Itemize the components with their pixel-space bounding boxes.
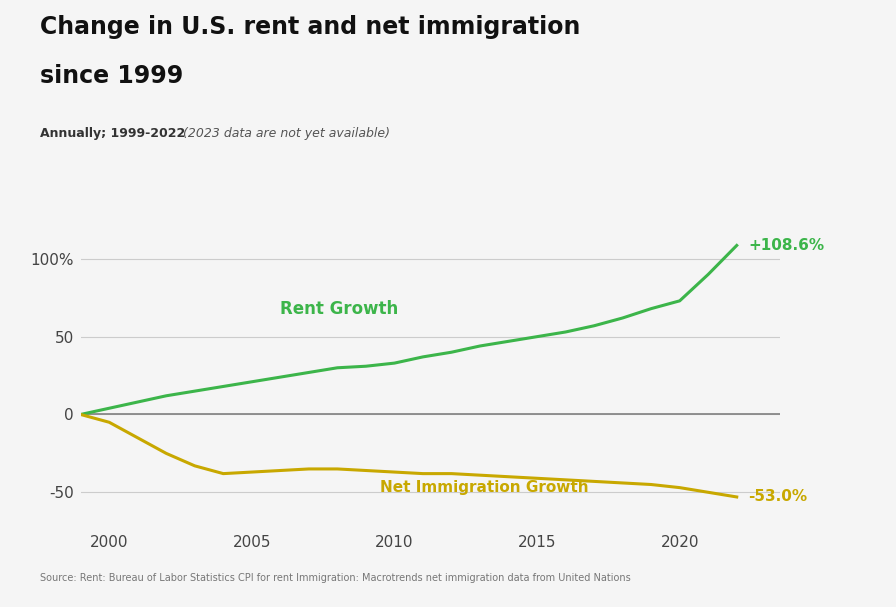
Text: since 1999: since 1999	[40, 64, 184, 88]
Text: Rent Growth: Rent Growth	[280, 300, 399, 318]
Text: Source: Rent: Bureau of Labor Statistics CPI for rent Immigration: Macrotrends n: Source: Rent: Bureau of Labor Statistics…	[40, 573, 631, 583]
Text: +108.6%: +108.6%	[748, 238, 824, 253]
Text: Annually; 1999-2022: Annually; 1999-2022	[40, 127, 185, 140]
Text: Net Immigration Growth: Net Immigration Growth	[380, 480, 589, 495]
Text: (2023 data are not yet available): (2023 data are not yet available)	[179, 127, 390, 140]
Text: -53.0%: -53.0%	[748, 489, 807, 504]
Text: Change in U.S. rent and net immigration: Change in U.S. rent and net immigration	[40, 15, 581, 39]
